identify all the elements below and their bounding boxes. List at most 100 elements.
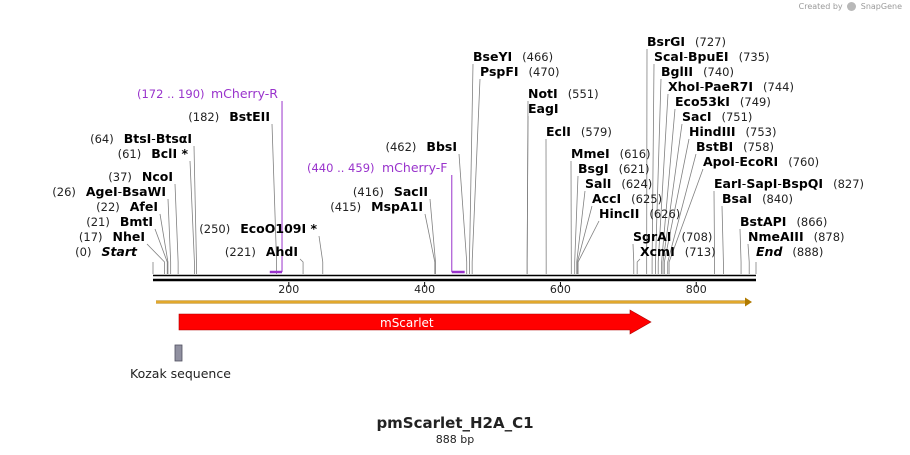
site-name[interactable]: BtsI	[124, 131, 152, 146]
site-name[interactable]: SacII	[394, 184, 428, 199]
site-name[interactable]: PaeR7I	[704, 79, 753, 94]
site-name[interactable]: BsrGI	[647, 34, 685, 49]
site-name[interactable]: BclI *	[151, 146, 188, 161]
site-name[interactable]: Eco53kI	[675, 94, 730, 109]
site-name[interactable]: BstAPI	[740, 214, 786, 229]
site-position: (250)	[199, 222, 230, 236]
site-position: (621)	[619, 162, 650, 176]
site-position: (462)	[385, 140, 416, 154]
site-name[interactable]: HincII	[599, 206, 639, 221]
site-name[interactable]: AccI	[592, 191, 621, 206]
site-name[interactable]: AfeI	[130, 199, 158, 214]
site-name[interactable]: XhoI	[668, 79, 700, 94]
mscarlet-arrow[interactable]	[178, 309, 652, 335]
site-position: (616)	[620, 147, 651, 161]
kozak-sequence-box[interactable]	[174, 344, 183, 362]
ruler-tick-label: 800	[686, 283, 707, 296]
site-line	[154, 228, 168, 274]
mscarlet-feature[interactable]	[178, 309, 652, 335]
primers: (172 .. 190) mCherry-R (440 .. 459) mCherry…	[137, 86, 465, 274]
site-name[interactable]: BpuEI	[688, 49, 729, 64]
site-position: (415)	[330, 200, 361, 214]
site-position: (758)	[743, 140, 774, 154]
site-name[interactable]: EclI	[546, 124, 571, 139]
orf-arrow[interactable]	[156, 297, 752, 307]
site-name[interactable]: HindIII	[689, 124, 736, 139]
ruler-tick-label: 200	[278, 283, 299, 296]
site-name[interactable]: PspFI	[480, 64, 519, 79]
snapgene-credit: Created by SnapGene	[799, 2, 902, 11]
site-name[interactable]: AgeI	[86, 184, 118, 199]
site-name[interactable]: BseYI	[473, 49, 512, 64]
site-name[interactable]: MmeI	[571, 146, 610, 161]
primer-name[interactable]: mCherry-R	[211, 86, 278, 101]
site-line	[574, 175, 579, 274]
site-name[interactable]: SalI	[585, 176, 611, 191]
site-position: (470)	[529, 65, 560, 79]
site-separator: -	[742, 176, 747, 191]
site-line	[713, 190, 715, 274]
site-name[interactable]: Start	[101, 244, 138, 259]
site-position: (61)	[118, 147, 142, 161]
plasmid-name: pmScarlet_H2A_C1	[376, 414, 534, 432]
site-name[interactable]: BsaI	[722, 191, 752, 206]
site-position: (17)	[79, 230, 103, 244]
site-name[interactable]: NmeAIII	[748, 229, 804, 244]
site-line	[651, 63, 655, 274]
site-name[interactable]: NheI	[113, 229, 146, 244]
primer-name[interactable]: mCherry-F	[382, 160, 447, 175]
site-position: (22)	[96, 200, 120, 214]
site-position: (740)	[703, 65, 734, 79]
site-line	[668, 168, 704, 274]
site-position: (751)	[722, 110, 753, 124]
site-line	[739, 228, 742, 274]
site-line	[577, 205, 593, 274]
primer-range: (172 .. 190)	[137, 87, 205, 101]
site-name[interactable]: BbsI	[426, 139, 457, 154]
site-name[interactable]: BsgI	[578, 161, 609, 176]
site-name[interactable]: EcoO109I *	[240, 221, 317, 236]
site-line	[663, 138, 690, 274]
site-name[interactable]: EarI	[714, 176, 742, 191]
site-name[interactable]: BstBI	[696, 139, 733, 154]
site-name[interactable]: ScaI	[654, 49, 684, 64]
site-name[interactable]: SgrAI	[633, 229, 671, 244]
site-name[interactable]: BtsαI	[156, 131, 192, 146]
site-name[interactable]: AhdI	[266, 244, 298, 259]
site-separator: -	[700, 79, 705, 94]
site-line	[167, 198, 172, 274]
site-position: (713)	[685, 245, 716, 259]
site-name[interactable]: BstEII	[229, 109, 270, 124]
site-line	[469, 63, 474, 274]
site-line	[577, 220, 600, 274]
site-name[interactable]: SapI	[746, 176, 777, 191]
plasmid-length: 888 bp	[435, 433, 475, 446]
site-name[interactable]: End	[756, 244, 783, 259]
site-name[interactable]: BspQI	[782, 176, 823, 191]
site-position: (579)	[581, 125, 612, 139]
site-name[interactable]: BsaWI	[122, 184, 166, 199]
site-lines	[146, 48, 757, 274]
site-position: (0)	[75, 245, 91, 259]
site-name[interactable]: BmtI	[120, 214, 153, 229]
site-line	[159, 213, 169, 274]
site-name[interactable]: BglII	[661, 64, 693, 79]
site-position: (735)	[739, 50, 770, 64]
site-line	[721, 205, 724, 274]
site-line	[189, 160, 195, 274]
site-name[interactable]: MspA1I	[371, 199, 423, 214]
site-name[interactable]: XcmI	[640, 244, 675, 259]
site-position: (182)	[188, 110, 219, 124]
ruler-ticks: 200 400 600 800	[278, 282, 707, 296]
site-name[interactable]: ApoI	[703, 154, 735, 169]
site-line	[174, 183, 179, 274]
site-name[interactable]: SacI	[682, 109, 712, 124]
ruler-tick-label: 400	[414, 283, 435, 296]
site-name[interactable]: NotI	[528, 86, 558, 101]
site-name[interactable]: EcoRI	[739, 154, 778, 169]
site-name[interactable]: EagI	[528, 101, 559, 116]
site-name[interactable]: NcoI	[142, 169, 173, 184]
site-position: (727)	[695, 35, 726, 49]
site-line	[662, 123, 683, 274]
